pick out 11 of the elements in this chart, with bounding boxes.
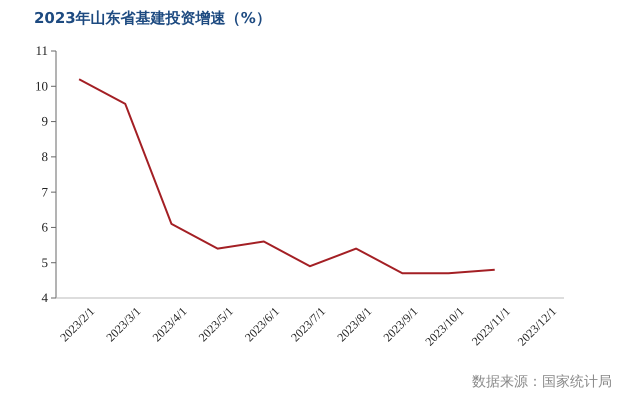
y-tick-label: 11: [35, 43, 48, 58]
source-note: 数据来源：国家统计局: [472, 374, 612, 390]
y-tick-label: 7: [42, 184, 48, 200]
y-tick-label: 8: [42, 149, 48, 164]
y-tick-label: 10: [35, 78, 48, 94]
y-tick-label: 6: [42, 220, 48, 235]
y-tick-label: 9: [42, 114, 48, 129]
y-tick-label: 5: [42, 254, 48, 270]
chart-title: 2023年山东省基建投资增速（%）: [34, 9, 271, 27]
line-series: [78, 78, 496, 274]
y-tick-label: 4: [42, 290, 48, 306]
